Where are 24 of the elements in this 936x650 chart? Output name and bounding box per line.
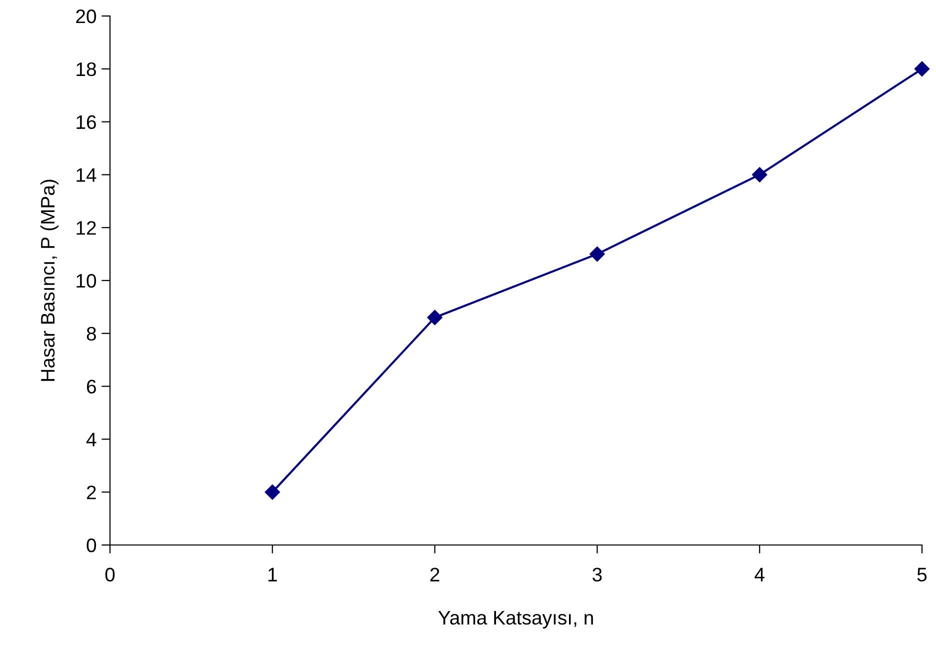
x-axis-title: Yama Katsayısı, n xyxy=(438,611,593,628)
point xyxy=(752,167,768,182)
point xyxy=(427,310,442,326)
y-tick-label: 10 xyxy=(76,274,96,288)
x-tick-label: 5 xyxy=(917,568,927,582)
x-tick-label: 1 xyxy=(268,568,277,582)
y-tick-label: 2 xyxy=(86,486,96,500)
x-tick-label: 0 xyxy=(105,568,115,582)
y-tick-label: 16 xyxy=(76,115,96,130)
point xyxy=(914,61,930,76)
y-tick-label: 12 xyxy=(76,221,96,235)
y-tick-label: 6 xyxy=(86,380,96,394)
point xyxy=(590,246,605,262)
y-tick-label: 18 xyxy=(76,62,96,76)
y-tick-label: 14 xyxy=(76,168,96,182)
y-tick-label: 20 xyxy=(76,9,96,24)
point xyxy=(264,484,280,500)
x-tick-label: 2 xyxy=(430,568,440,582)
y-tick-label: 0 xyxy=(86,538,96,552)
x-tick-label: 4 xyxy=(754,568,764,582)
y-axis-title: Hasar Basıncı, P (MPa) xyxy=(40,180,59,381)
y-tick-label: 4 xyxy=(86,432,96,446)
y-tick-label: 8 xyxy=(86,326,96,341)
x-tick-label: 3 xyxy=(592,568,602,582)
